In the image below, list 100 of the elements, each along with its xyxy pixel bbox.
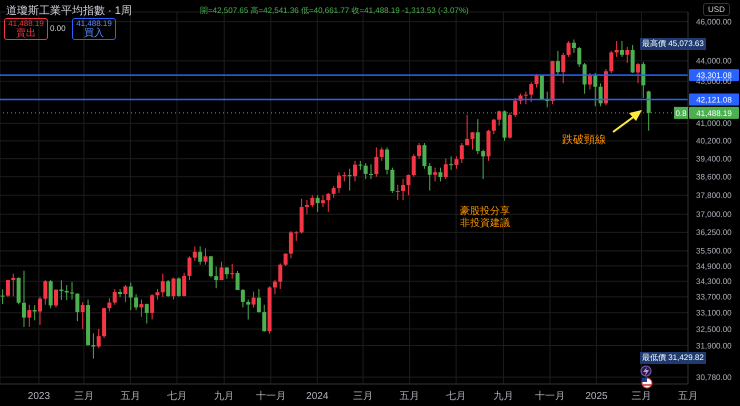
x-tick-label: 七月 (446, 390, 466, 402)
candlestick (609, 50, 614, 74)
candlestick (556, 50, 560, 76)
y-tick-label: 34,900.00 (696, 262, 732, 271)
annotation: 41,488.19 (7, 19, 45, 28)
candlestick (150, 294, 154, 320)
candlestick (497, 110, 502, 126)
candlestick (96, 328, 101, 349)
tag-box: 最高價 45,073.63 (640, 38, 706, 50)
annotation: 開=42,507.65 高=42,541.36 低=40,661.77 收=41,488.19 -1,313.53 (-3.07%) (200, 5, 469, 16)
candlestick (256, 288, 261, 314)
x-tick-label: 七月 (166, 390, 187, 402)
candlestick (139, 299, 144, 318)
candlestick (272, 279, 277, 295)
candlestick (144, 302, 149, 324)
x-tick-label: 三月 (353, 391, 374, 402)
tag-box: 最低價 31,429.82 (640, 352, 706, 364)
candlestick (155, 288, 160, 300)
candlestick (160, 273, 165, 298)
candlestick (204, 248, 208, 266)
candlestick (449, 156, 454, 170)
candlestick (374, 146, 378, 178)
candlestick (401, 178, 406, 200)
annotation: 跌破頸線 (562, 133, 606, 147)
candlestick (406, 174, 410, 196)
candlestick (284, 252, 288, 266)
candlestick (6, 279, 10, 298)
y-tick-label: 36,250.00 (696, 228, 732, 238)
x-tick-label: 2024 (306, 391, 329, 402)
candlestick (107, 298, 112, 312)
y-tick-label: 46,000.00 (696, 17, 732, 26)
candlestick (614, 40, 619, 58)
y-tick-label: 39,400.00 (696, 154, 732, 164)
annotation: 非投資建議 (460, 216, 510, 230)
candlestick (332, 185, 336, 198)
candlestick (524, 91, 528, 105)
candlestick (176, 276, 181, 298)
candlestick (38, 296, 42, 326)
candlestick (422, 142, 426, 170)
candlestick (385, 146, 390, 175)
candlestick (636, 62, 640, 84)
candlestick (187, 256, 192, 280)
candlestick (75, 292, 80, 322)
candlestick (465, 114, 470, 146)
candlestick (454, 156, 458, 170)
y-tick-label: 31,900.00 (696, 341, 732, 350)
candlestick (358, 160, 362, 170)
candlestick (0, 288, 5, 305)
y-tick-label: 41,000.00 (696, 119, 732, 128)
candlestick (182, 272, 186, 297)
y-tick-label: 30,780.00 (696, 372, 732, 382)
x-tick-label: 三月 (74, 391, 94, 402)
candlestick (11, 273, 16, 297)
candlestick (620, 40, 624, 58)
candlestick (433, 167, 438, 182)
candlestick (438, 167, 442, 182)
text: USD (703, 3, 730, 16)
y-tick-label: 34,300.00 (696, 277, 732, 286)
x-tick-label: 十一月 (534, 390, 565, 402)
candlestick (470, 132, 474, 150)
candlestick (128, 282, 133, 311)
candlestick (561, 52, 566, 84)
ref-line-label: 41,488.19 (696, 108, 732, 118)
candlestick (444, 158, 448, 180)
annotation: 賣出 (15, 28, 37, 39)
candlestick (417, 142, 422, 160)
candlestick (246, 299, 250, 320)
candlestick (171, 277, 176, 300)
candlestick (529, 82, 534, 103)
candlestick (166, 279, 170, 298)
candlestick (364, 162, 368, 180)
candlestick (310, 194, 314, 208)
candlestick (91, 332, 96, 360)
candlestick (492, 118, 496, 135)
annotation: 買入 (83, 28, 105, 39)
y-tick-label: 33,100.00 (696, 308, 732, 318)
y-tick-label: 38,600.00 (696, 172, 732, 182)
candlestick (534, 74, 539, 88)
x-tick-label: 九月 (214, 390, 234, 402)
candlestick (32, 304, 37, 321)
candlestick (208, 255, 213, 278)
x-tick-label: 2023 (28, 391, 50, 402)
candlestick (630, 44, 635, 74)
candlestick (412, 154, 416, 178)
candlestick (230, 263, 234, 280)
candlestick (566, 40, 571, 58)
candlestick (123, 284, 128, 303)
candlestick (22, 270, 26, 328)
candlestick (220, 261, 224, 281)
y-tick-label: 35,500.00 (696, 246, 732, 256)
candlestick (582, 62, 587, 94)
x-tick-label: 五月 (400, 391, 420, 402)
candlestick (80, 302, 85, 330)
candlestick (348, 168, 352, 192)
candlestick (54, 288, 58, 308)
candlestick (380, 146, 384, 162)
y-tick-label: 33,700.00 (696, 292, 732, 302)
candlestick (513, 97, 518, 118)
candlestick (598, 82, 603, 107)
x-tick-label: 九月 (493, 390, 514, 402)
